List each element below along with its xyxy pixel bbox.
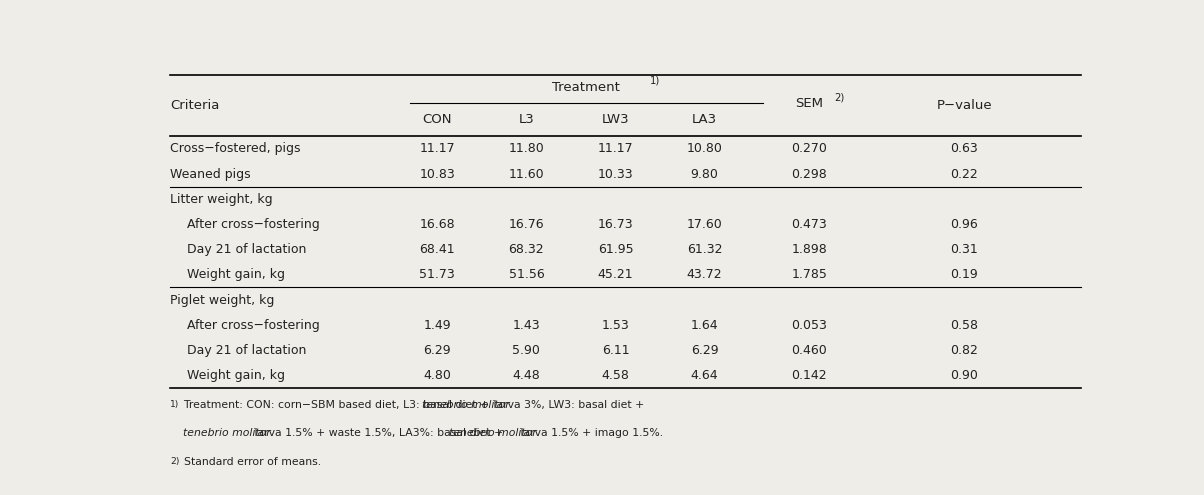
Text: 61.95: 61.95 <box>597 243 633 256</box>
Text: 4.58: 4.58 <box>602 369 630 382</box>
Text: Day 21 of lactation: Day 21 of lactation <box>187 243 306 256</box>
Text: tenebrio molitor: tenebrio molitor <box>449 428 537 438</box>
Text: LW3: LW3 <box>602 113 630 126</box>
Text: 0.053: 0.053 <box>791 319 827 332</box>
Text: 68.32: 68.32 <box>508 243 544 256</box>
Text: 1.43: 1.43 <box>513 319 541 332</box>
Text: 51.73: 51.73 <box>419 268 455 281</box>
Text: 0.460: 0.460 <box>791 344 827 357</box>
Text: Weight gain, kg: Weight gain, kg <box>187 369 284 382</box>
Text: 0.473: 0.473 <box>791 218 827 231</box>
Text: SEM: SEM <box>796 97 824 110</box>
Text: After cross−fostering: After cross−fostering <box>187 218 319 231</box>
Text: 0.90: 0.90 <box>950 369 978 382</box>
Text: 6.29: 6.29 <box>424 344 452 357</box>
Text: 0.298: 0.298 <box>791 168 827 181</box>
Text: larva 1.5% + waste 1.5%, LA3%: basal diet +: larva 1.5% + waste 1.5%, LA3%: basal die… <box>252 428 507 438</box>
Text: Standard error of means.: Standard error of means. <box>177 457 321 467</box>
Text: 4.64: 4.64 <box>691 369 719 382</box>
Text: After cross−fostering: After cross−fostering <box>187 319 319 332</box>
Text: Treatment: Treatment <box>553 81 620 94</box>
Text: Day 21 of lactation: Day 21 of lactation <box>187 344 306 357</box>
Text: 68.41: 68.41 <box>419 243 455 256</box>
Text: Weaned pigs: Weaned pigs <box>170 168 250 181</box>
Text: 1): 1) <box>170 399 179 409</box>
Text: 4.80: 4.80 <box>424 369 452 382</box>
Text: CON: CON <box>423 113 452 126</box>
Text: 0.31: 0.31 <box>950 243 978 256</box>
Text: larva 1.5% + imago 1.5%.: larva 1.5% + imago 1.5%. <box>518 428 663 438</box>
Text: 1.53: 1.53 <box>602 319 630 332</box>
Text: 1.898: 1.898 <box>791 243 827 256</box>
Text: L3: L3 <box>519 113 535 126</box>
Text: 11.60: 11.60 <box>508 168 544 181</box>
Text: Weight gain, kg: Weight gain, kg <box>187 268 284 281</box>
Text: 1): 1) <box>650 76 660 86</box>
Text: Litter weight, kg: Litter weight, kg <box>170 193 272 206</box>
Text: 9.80: 9.80 <box>691 168 719 181</box>
Text: 2): 2) <box>834 92 845 102</box>
Text: 10.80: 10.80 <box>686 143 722 155</box>
Text: 10.33: 10.33 <box>597 168 633 181</box>
Text: 17.60: 17.60 <box>686 218 722 231</box>
Text: 61.32: 61.32 <box>686 243 722 256</box>
Text: Piglet weight, kg: Piglet weight, kg <box>170 294 275 306</box>
Text: 10.83: 10.83 <box>419 168 455 181</box>
Text: 6.11: 6.11 <box>602 344 630 357</box>
Text: 0.63: 0.63 <box>950 143 978 155</box>
Text: Treatment: CON: corn−SBM based diet, L3: basal diet +: Treatment: CON: corn−SBM based diet, L3:… <box>177 399 492 410</box>
Text: 51.56: 51.56 <box>508 268 544 281</box>
Text: 2): 2) <box>170 457 179 466</box>
Text: 0.19: 0.19 <box>950 268 978 281</box>
Text: 11.17: 11.17 <box>597 143 633 155</box>
Text: tenebrio molitor: tenebrio molitor <box>183 428 271 438</box>
Text: 0.22: 0.22 <box>950 168 978 181</box>
Text: 16.73: 16.73 <box>597 218 633 231</box>
Text: 0.96: 0.96 <box>950 218 978 231</box>
Text: P−value: P−value <box>937 99 992 112</box>
Text: Cross−fostered, pigs: Cross−fostered, pigs <box>170 143 300 155</box>
Text: 0.82: 0.82 <box>950 344 978 357</box>
Text: 16.68: 16.68 <box>419 218 455 231</box>
Text: 6.29: 6.29 <box>691 344 719 357</box>
Text: LA3: LA3 <box>692 113 718 126</box>
Text: 0.270: 0.270 <box>791 143 827 155</box>
Text: larva 3%, LW3: basal diet +: larva 3%, LW3: basal diet + <box>490 399 644 410</box>
Text: 1.64: 1.64 <box>691 319 719 332</box>
Text: 16.76: 16.76 <box>508 218 544 231</box>
Text: 11.80: 11.80 <box>508 143 544 155</box>
Text: 11.17: 11.17 <box>419 143 455 155</box>
Text: 1.49: 1.49 <box>424 319 452 332</box>
Text: 0.58: 0.58 <box>950 319 979 332</box>
Text: tenebrio molitor: tenebrio molitor <box>421 399 509 410</box>
Text: 5.90: 5.90 <box>513 344 541 357</box>
Text: 1.785: 1.785 <box>791 268 827 281</box>
Text: 43.72: 43.72 <box>686 268 722 281</box>
Text: 0.142: 0.142 <box>791 369 827 382</box>
Text: 4.48: 4.48 <box>513 369 541 382</box>
Text: Criteria: Criteria <box>170 99 219 112</box>
Text: 45.21: 45.21 <box>597 268 633 281</box>
